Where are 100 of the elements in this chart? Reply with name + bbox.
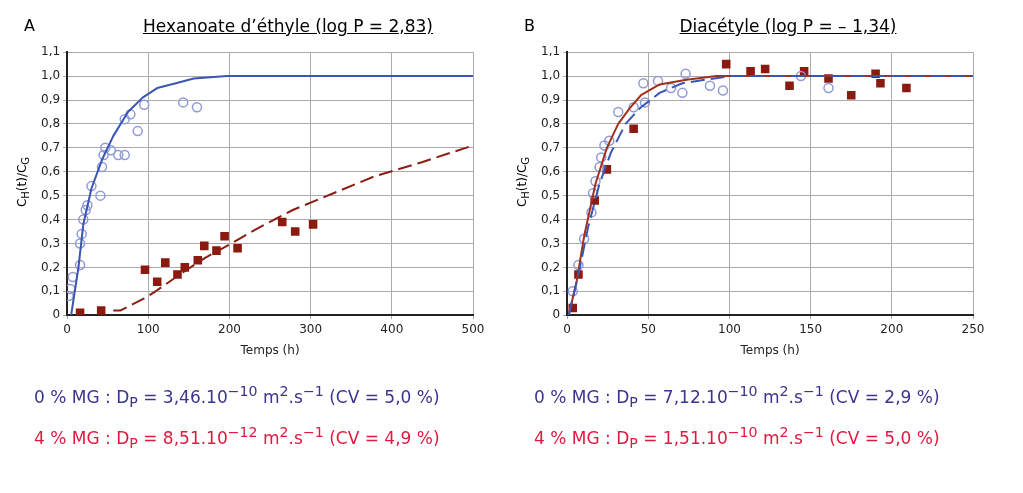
point [704, 80, 716, 91]
chart-title: Hexanoate d’éthyle (log P = 2,83) [142, 16, 434, 36]
point [177, 97, 189, 108]
point [604, 135, 615, 146]
point [96, 306, 106, 315]
point [80, 204, 92, 216]
y-tick-label: 1,0 [540, 68, 561, 83]
point [573, 259, 584, 271]
point [721, 59, 731, 69]
point [233, 243, 242, 253]
text: A [24, 16, 35, 35]
point [680, 68, 691, 79]
y-tick-label: 0,7 [540, 139, 561, 154]
point [595, 152, 607, 163]
x-tick-label: 250 [961, 321, 985, 336]
y-tick-label: 0,5 [40, 187, 61, 202]
point [95, 190, 106, 201]
point [74, 238, 86, 249]
y-tick-label: 0 [552, 307, 561, 322]
point [200, 241, 209, 251]
point [665, 82, 677, 94]
y-tick-label: 0,6 [540, 163, 561, 178]
text: 0 % MG : D$_{P}$ = 7,12.10$^{−10}$ m$^{2}$.s$^{−1}$ (CV = 2,9 %) [534, 383, 940, 411]
text: 0 % MG : D$_{P}$ = 3,46.10$^{−10}$ m$^{2}$.s$^{−1}$ (CV = 5,0 %) [34, 383, 440, 411]
y-tick-label: 0,1 [540, 283, 561, 298]
y-tick-label: 1,0 [40, 68, 61, 83]
y-tick-label: 0,9 [40, 92, 61, 107]
y-tick-label: 0,8 [540, 116, 561, 131]
point [586, 207, 597, 218]
x-tick-label: 50 [640, 321, 656, 336]
point [99, 142, 111, 154]
x-tick-label: 400 [380, 321, 404, 336]
x-tick-label: 200 [218, 321, 241, 336]
point [212, 246, 221, 255]
y-tick-label: 0 [52, 307, 61, 322]
y-tick-label: 0,2 [540, 259, 561, 274]
y-tick-label: 0,4 [540, 211, 561, 226]
point [98, 149, 109, 161]
point [590, 176, 601, 187]
point [67, 283, 76, 295]
point [846, 90, 856, 100]
y-tick-label: 0,2 [40, 259, 61, 274]
point [612, 106, 624, 118]
point [173, 270, 182, 279]
text: B [524, 16, 535, 35]
x-tick-label: 300 [299, 321, 323, 336]
point [74, 259, 86, 271]
y-tick-label: 1,1 [540, 44, 561, 59]
text: 4 % MG : D$_{P}$ = 8,51.10$^{−12}$ m$^{2}$.s$^{−1}$ (CV = 4,9 %) [34, 424, 440, 452]
point [823, 82, 834, 94]
y-tick-label: 0,9 [540, 92, 561, 107]
point [140, 265, 150, 275]
point [746, 67, 755, 76]
x-tick-label: 0 [563, 321, 571, 336]
point [599, 140, 610, 151]
point [628, 101, 639, 113]
point [220, 232, 229, 241]
text: 4 % MG : D$_{P}$ = 1,51.10$^{−10}$ m$^{2}$.s$^{−1}$ (CV = 5,0 %) [534, 424, 940, 452]
point [86, 180, 97, 192]
y-tick-label: 0,5 [540, 187, 561, 202]
point [132, 125, 143, 137]
point [717, 85, 729, 96]
y-tick-label: 0,4 [40, 211, 61, 226]
point [587, 188, 599, 199]
y-tick-label: 0,1 [40, 283, 61, 298]
y-tick-label: 0,6 [40, 163, 61, 178]
y-tick-label: 0,3 [540, 235, 561, 250]
y-tick-label: 0,8 [40, 116, 61, 131]
point [308, 220, 318, 229]
y-tick-label: 1,1 [40, 44, 61, 59]
x-axis-title: Temps (h) [739, 342, 800, 357]
point [795, 70, 807, 82]
point [594, 161, 605, 173]
x-tick-label: 0 [63, 321, 71, 336]
point [112, 149, 124, 161]
point [96, 161, 108, 173]
point [902, 83, 911, 93]
point [652, 75, 664, 87]
point [760, 64, 770, 74]
point [105, 144, 117, 156]
point [152, 277, 162, 287]
y-tick-label: 0,7 [40, 139, 61, 154]
point [638, 78, 649, 89]
x-tick-label: 100 [136, 321, 160, 336]
point [677, 87, 688, 99]
point [82, 199, 93, 211]
point [277, 217, 287, 227]
point [629, 124, 638, 133]
x-tick-label: 200 [880, 321, 904, 336]
point [125, 109, 136, 120]
point [785, 81, 794, 90]
point [138, 99, 150, 111]
point [78, 214, 89, 225]
point [876, 79, 885, 88]
point [191, 101, 203, 113]
chart-title: Diacétyle (log P = – 1,34) [678, 16, 898, 36]
y-tick-label: 0,3 [40, 235, 61, 250]
point [119, 113, 130, 125]
point [639, 97, 651, 108]
x-tick-label: 150 [799, 321, 823, 336]
